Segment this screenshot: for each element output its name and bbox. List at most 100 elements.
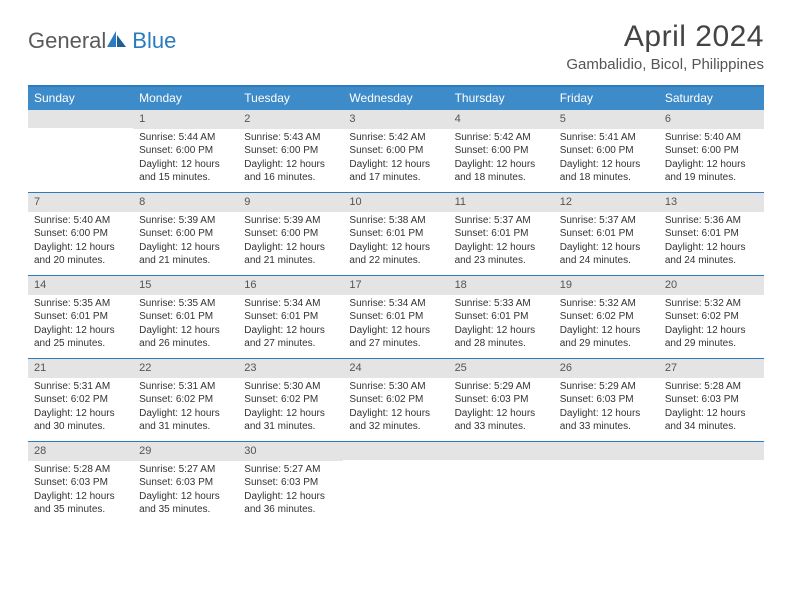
day-info-line: Sunset: 6:01 PM [244, 310, 337, 324]
day-info-line: Sunrise: 5:42 AM [349, 131, 442, 145]
day-content: Sunrise: 5:30 AMSunset: 6:02 PMDaylight:… [343, 378, 448, 438]
day-info-line: Daylight: 12 hours and 25 minutes. [34, 324, 127, 351]
day-content: Sunrise: 5:42 AMSunset: 6:00 PMDaylight:… [449, 129, 554, 189]
day-info-line: Sunrise: 5:44 AM [139, 131, 232, 145]
month-title: April 2024 [566, 20, 764, 54]
day-header-row: SundayMondayTuesdayWednesdayThursdayFrid… [28, 87, 764, 110]
day-cell: 18Sunrise: 5:33 AMSunset: 6:01 PMDayligh… [449, 276, 554, 358]
day-info-line: Daylight: 12 hours and 16 minutes. [244, 158, 337, 185]
day-cell: 1Sunrise: 5:44 AMSunset: 6:00 PMDaylight… [133, 110, 238, 192]
day-info-line: Daylight: 12 hours and 15 minutes. [139, 158, 232, 185]
day-info-line: Daylight: 12 hours and 24 minutes. [665, 241, 758, 268]
day-info-line: Daylight: 12 hours and 32 minutes. [349, 407, 442, 434]
day-cell: 7Sunrise: 5:40 AMSunset: 6:00 PMDaylight… [28, 193, 133, 275]
day-info-line: Daylight: 12 hours and 18 minutes. [560, 158, 653, 185]
day-info-line: Sunset: 6:00 PM [244, 227, 337, 241]
day-cell: 17Sunrise: 5:34 AMSunset: 6:01 PMDayligh… [343, 276, 448, 358]
day-number: 27 [659, 359, 764, 378]
day-info-line: Daylight: 12 hours and 21 minutes. [244, 241, 337, 268]
day-info-line: Sunrise: 5:39 AM [139, 214, 232, 228]
day-content: Sunrise: 5:31 AMSunset: 6:02 PMDaylight:… [28, 378, 133, 438]
day-info-line: Sunrise: 5:34 AM [349, 297, 442, 311]
day-info-line: Daylight: 12 hours and 17 minutes. [349, 158, 442, 185]
day-content: Sunrise: 5:30 AMSunset: 6:02 PMDaylight:… [238, 378, 343, 438]
day-header: Thursday [449, 87, 554, 110]
day-cell: 6Sunrise: 5:40 AMSunset: 6:00 PMDaylight… [659, 110, 764, 192]
day-info-line: Sunset: 6:01 PM [455, 227, 548, 241]
day-number: 19 [554, 276, 659, 295]
day-cell [554, 442, 659, 524]
empty-day-bar [554, 442, 659, 460]
day-info-line: Sunset: 6:00 PM [560, 144, 653, 158]
day-info-line: Sunset: 6:01 PM [34, 310, 127, 324]
day-info-line: Sunset: 6:00 PM [665, 144, 758, 158]
day-cell: 22Sunrise: 5:31 AMSunset: 6:02 PMDayligh… [133, 359, 238, 441]
day-info-line: Sunrise: 5:42 AM [455, 131, 548, 145]
day-cell [28, 110, 133, 192]
week-row: 14Sunrise: 5:35 AMSunset: 6:01 PMDayligh… [28, 276, 764, 359]
day-info-line: Daylight: 12 hours and 23 minutes. [455, 241, 548, 268]
day-info-line: Sunset: 6:01 PM [665, 227, 758, 241]
day-cell: 26Sunrise: 5:29 AMSunset: 6:03 PMDayligh… [554, 359, 659, 441]
day-info-line: Sunset: 6:02 PM [139, 393, 232, 407]
day-content: Sunrise: 5:42 AMSunset: 6:00 PMDaylight:… [343, 129, 448, 189]
day-content: Sunrise: 5:39 AMSunset: 6:00 PMDaylight:… [238, 212, 343, 272]
day-header: Wednesday [343, 87, 448, 110]
day-info-line: Daylight: 12 hours and 34 minutes. [665, 407, 758, 434]
day-info-line: Sunrise: 5:32 AM [665, 297, 758, 311]
day-content: Sunrise: 5:32 AMSunset: 6:02 PMDaylight:… [554, 295, 659, 355]
day-cell: 12Sunrise: 5:37 AMSunset: 6:01 PMDayligh… [554, 193, 659, 275]
day-number: 3 [343, 110, 448, 129]
day-info-line: Sunrise: 5:37 AM [560, 214, 653, 228]
empty-day-bar [449, 442, 554, 460]
day-number: 29 [133, 442, 238, 461]
day-number: 12 [554, 193, 659, 212]
day-info-line: Daylight: 12 hours and 20 minutes. [34, 241, 127, 268]
day-number: 4 [449, 110, 554, 129]
day-info-line: Sunset: 6:03 PM [455, 393, 548, 407]
day-number: 9 [238, 193, 343, 212]
day-info-line: Daylight: 12 hours and 27 minutes. [244, 324, 337, 351]
day-number: 5 [554, 110, 659, 129]
day-info-line: Sunrise: 5:33 AM [455, 297, 548, 311]
day-info-line: Sunrise: 5:29 AM [455, 380, 548, 394]
day-number: 28 [28, 442, 133, 461]
day-info-line: Sunset: 6:01 PM [560, 227, 653, 241]
day-info-line: Sunset: 6:01 PM [455, 310, 548, 324]
day-cell: 4Sunrise: 5:42 AMSunset: 6:00 PMDaylight… [449, 110, 554, 192]
header: General Blue April 2024 Gambalidio, Bico… [0, 0, 792, 77]
day-cell [449, 442, 554, 524]
day-cell: 5 Sunrise: 5:41 AMSunset: 6:00 PMDaylight… [554, 110, 659, 192]
day-number: 10 [343, 193, 448, 212]
day-info-line: Daylight: 12 hours and 31 minutes. [139, 407, 232, 434]
day-cell: 20Sunrise: 5:32 AMSunset: 6:02 PMDayligh… [659, 276, 764, 358]
day-info-line: Sunrise: 5:29 AM [560, 380, 653, 394]
day-info-line: Sunset: 6:03 PM [139, 476, 232, 490]
day-info-line: Sunrise: 5:28 AM [665, 380, 758, 394]
day-number: 26 [554, 359, 659, 378]
title-block: April 2024 Gambalidio, Bicol, Philippine… [566, 20, 764, 73]
day-info-line: Sunset: 6:02 PM [349, 393, 442, 407]
day-info-line: Sunrise: 5:37 AM [455, 214, 548, 228]
day-info-line: Sunrise: 5:40 AM [34, 214, 127, 228]
day-cell: 8Sunrise: 5:39 AMSunset: 6:00 PMDaylight… [133, 193, 238, 275]
day-content: Sunrise: 5:40 AMSunset: 6:00 PMDaylight:… [659, 129, 764, 189]
day-info-line: Sunrise: 5:41 AM [560, 131, 653, 145]
day-info-line: Daylight: 12 hours and 18 minutes. [455, 158, 548, 185]
day-info-line: Daylight: 12 hours and 36 minutes. [244, 490, 337, 517]
day-number: 8 [133, 193, 238, 212]
logo: General Blue [28, 20, 176, 54]
day-info-line: Sunrise: 5:35 AM [139, 297, 232, 311]
day-cell: 19Sunrise: 5:32 AMSunset: 6:02 PMDayligh… [554, 276, 659, 358]
day-number: 30 [238, 442, 343, 461]
day-cell: 28Sunrise: 5:28 AMSunset: 6:03 PMDayligh… [28, 442, 133, 524]
day-info-line: Sunrise: 5:39 AM [244, 214, 337, 228]
day-info-line: Sunset: 6:00 PM [349, 144, 442, 158]
day-info-line: Sunset: 6:02 PM [560, 310, 653, 324]
day-info-line: Sunrise: 5:30 AM [349, 380, 442, 394]
day-info-line: Daylight: 12 hours and 26 minutes. [139, 324, 232, 351]
day-number: 25 [449, 359, 554, 378]
day-info-line: Daylight: 12 hours and 29 minutes. [665, 324, 758, 351]
day-number: 21 [28, 359, 133, 378]
day-info-line: Sunset: 6:03 PM [665, 393, 758, 407]
